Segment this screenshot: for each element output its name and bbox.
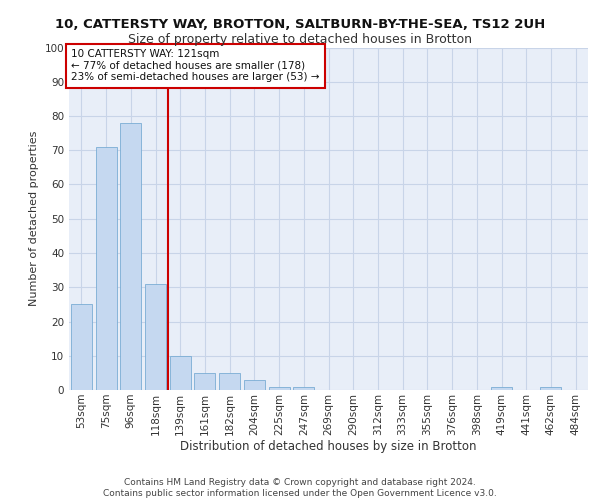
Bar <box>120 123 141 390</box>
Bar <box>95 147 116 390</box>
Bar <box>491 386 512 390</box>
Text: 10 CATTERSTY WAY: 121sqm
← 77% of detached houses are smaller (178)
23% of semi-: 10 CATTERSTY WAY: 121sqm ← 77% of detach… <box>71 49 320 82</box>
Text: Size of property relative to detached houses in Brotton: Size of property relative to detached ho… <box>128 32 472 46</box>
Bar <box>541 386 562 390</box>
Bar <box>293 386 314 390</box>
Text: Contains HM Land Registry data © Crown copyright and database right 2024.
Contai: Contains HM Land Registry data © Crown c… <box>103 478 497 498</box>
Bar <box>244 380 265 390</box>
Bar <box>170 356 191 390</box>
X-axis label: Distribution of detached houses by size in Brotton: Distribution of detached houses by size … <box>180 440 477 454</box>
Bar <box>71 304 92 390</box>
Bar <box>194 373 215 390</box>
Text: 10, CATTERSTY WAY, BROTTON, SALTBURN-BY-THE-SEA, TS12 2UH: 10, CATTERSTY WAY, BROTTON, SALTBURN-BY-… <box>55 18 545 30</box>
Bar <box>145 284 166 390</box>
Bar <box>269 386 290 390</box>
Y-axis label: Number of detached properties: Number of detached properties <box>29 131 39 306</box>
Bar <box>219 373 240 390</box>
